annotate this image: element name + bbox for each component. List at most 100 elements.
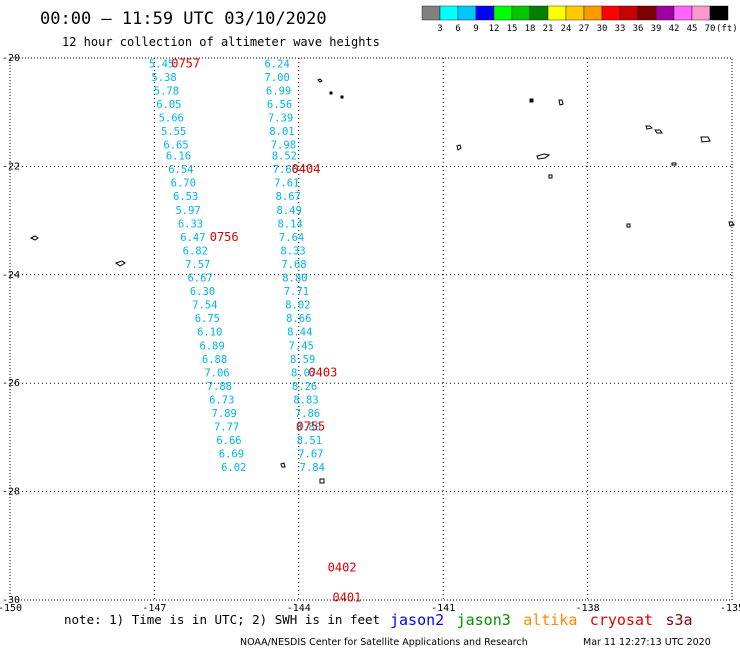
colorbar-label: 6 — [455, 24, 460, 34]
swh-value: 6.69 — [219, 449, 244, 461]
colorbar-swatch — [619, 5, 639, 21]
swh-value: 8.59 — [290, 354, 315, 366]
swh-value: 6.99 — [266, 86, 291, 98]
swh-value: 6.66 — [216, 435, 241, 447]
swh-value: 6.16 — [166, 151, 191, 163]
colorbar-label: 36 — [633, 24, 644, 34]
swh-value: 8.67 — [276, 191, 301, 203]
island — [558, 99, 564, 106]
satellite-label: jason2 — [390, 611, 444, 629]
satellite-label: s3a — [666, 611, 693, 629]
island — [671, 162, 677, 166]
island — [319, 478, 325, 484]
swh-value: 6.88 — [202, 354, 227, 366]
colorbar-label: 24 — [561, 24, 572, 34]
swh-value: 8.26 — [292, 381, 317, 393]
swh-value: 6.67 — [187, 273, 212, 285]
x-tick-label: -147 — [142, 603, 166, 614]
swh-value: 7.86 — [295, 408, 320, 420]
swh-value: 5.55 — [161, 126, 186, 138]
swh-value: 7.06 — [204, 367, 229, 379]
swh-value: 7.00 — [264, 72, 289, 84]
y-tick-label: -22 — [2, 161, 20, 172]
time-label: 0403 — [308, 365, 337, 379]
swh-value: 8.66 — [286, 313, 311, 325]
swh-value: 7.64 — [279, 232, 304, 244]
colorbar-swatch — [583, 5, 603, 21]
swh-value: 7.57 — [185, 259, 210, 271]
colorbar-label: 45 — [687, 24, 698, 34]
chart-subtitle: 12 hour collection of altimeter wave hei… — [62, 35, 380, 49]
time-label: 0402 — [328, 560, 357, 574]
swh-values: 5.45 5.38 5.786.05 5.665.55 6.656.166.54 6.70… — [149, 58, 325, 474]
island — [536, 153, 551, 160]
swh-value: 7.88 — [207, 381, 232, 393]
swh-value: 8.80 — [282, 273, 307, 285]
colorbar-label: 9 — [473, 24, 478, 34]
island — [728, 221, 735, 227]
swh-value: 7.45 — [289, 340, 314, 352]
time-label: 0401 — [332, 590, 361, 604]
satellite-label: cryosat — [590, 611, 653, 629]
island — [626, 223, 631, 228]
swh-value: 6.54 — [168, 164, 193, 176]
satellite-label: jason3 — [457, 611, 511, 629]
swh-value: 7.61 — [274, 178, 299, 190]
colorbar-label: 39 — [651, 24, 662, 34]
colorbar: 3 6 9 12 15 18 21 24 27 30 33 36 39 42 45 70 (ft) — [421, 5, 738, 34]
island — [645, 125, 654, 130]
y-tick-label: -26 — [2, 378, 20, 389]
swh-value: 7.66 — [273, 164, 298, 176]
x-tick-label: -135 — [720, 603, 740, 614]
x-tick-label: -138 — [576, 603, 600, 614]
swh-value: 6.75 — [195, 313, 220, 325]
swh-value: 6.56 — [267, 99, 292, 111]
swh-value: 7.67 — [298, 449, 323, 461]
credit-text: NOAA/NESDIS Center for Satellite Applica… — [240, 637, 528, 648]
time-label: 0757 — [171, 56, 200, 70]
colorbar-label: 15 — [507, 24, 518, 34]
colorbar-swatch — [475, 5, 495, 21]
colorbar-swatch — [673, 5, 693, 21]
swh-value: 6.73 — [209, 394, 234, 406]
colorbar-swatch — [511, 5, 531, 21]
timestamp-text: Mar 11 12:27:13 UTC 2020 — [583, 637, 711, 648]
colorbar-label: 18 — [525, 24, 536, 34]
swh-value: 8.01 — [269, 126, 294, 138]
colorbar-swatch — [439, 5, 459, 21]
colorbar-swatch — [655, 5, 675, 21]
time-label: 0404 — [292, 162, 321, 176]
island — [114, 260, 126, 267]
footer-note: note: 1) Time is in UTC; 2) SWH is in fe… — [64, 612, 380, 627]
swh-value: 7.68 — [281, 259, 306, 271]
plot-frame — [9, 57, 733, 601]
swh-value: 8.83 — [293, 394, 318, 406]
swh-value: 6.53 — [173, 191, 198, 203]
swh-value: 6.05 — [156, 99, 181, 111]
island — [329, 91, 333, 95]
colorbar-label: 70 — [705, 24, 716, 34]
colorbar-label: 12 — [489, 24, 500, 34]
colorbar-label: 33 — [615, 24, 626, 34]
colorbar-swatch — [691, 5, 711, 21]
swh-value: 8.80 — [296, 422, 321, 434]
island — [29, 235, 39, 241]
colorbar-label: 30 — [597, 24, 608, 34]
y-tick-label: -20 — [2, 53, 20, 64]
x-tick-label: -141 — [431, 603, 455, 614]
swh-value: 5.97 — [175, 205, 200, 217]
colorbar-swatch — [709, 5, 729, 21]
x-tick-label: -144 — [287, 603, 311, 614]
time-labels: 0757 0404 0756 0403 0755 0402 0401 — [171, 56, 361, 604]
chart-title: 00:00 – 11:59 UTC 03/10/2020 — [40, 9, 327, 29]
swh-value: 8.51 — [297, 435, 322, 447]
swh-value: 5.78 — [154, 86, 179, 98]
swh-value: 6.33 — [178, 218, 203, 230]
swh-value: 8.52 — [272, 151, 297, 163]
plot-border — [9, 57, 733, 601]
colorbar-label: 3 — [437, 24, 442, 34]
swh-value: 6.82 — [183, 245, 208, 257]
colorbar-swatch — [421, 5, 441, 21]
y-tick-label: -30 — [2, 595, 20, 606]
